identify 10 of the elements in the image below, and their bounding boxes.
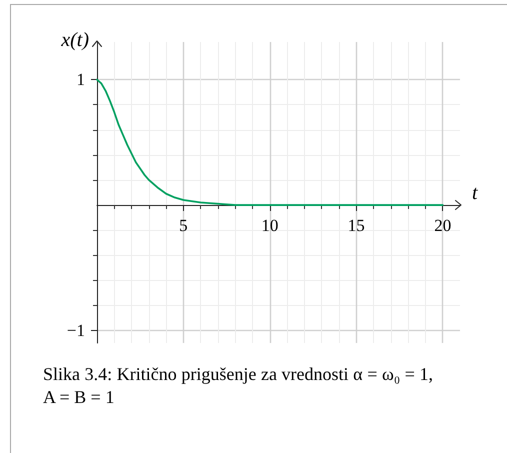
y-tick-label: 1	[76, 70, 85, 90]
y-tick-label: −1	[66, 320, 85, 340]
line-series	[96, 78, 444, 206]
x-tick-label: 5	[179, 216, 188, 236]
y-axis-title: x(t)	[60, 29, 90, 51]
x-tick-label: 10	[261, 216, 278, 236]
x-tick-label: 15	[348, 216, 365, 236]
x-tick-label: 20	[434, 216, 452, 236]
text: Slika 3.4: Kritično prigušenje za vrednosti α = ω₀ = 1, A = B = 1	[43, 363, 433, 409]
x-axis-title: t	[472, 182, 478, 204]
